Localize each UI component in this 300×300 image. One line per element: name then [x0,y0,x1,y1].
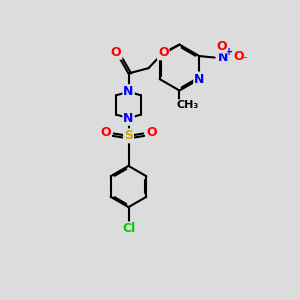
Text: S: S [124,129,133,142]
Text: +: + [225,47,233,57]
Text: Cl: Cl [122,222,135,236]
Text: O: O [100,125,111,139]
Text: O: O [233,50,244,63]
Text: O: O [158,46,169,59]
Text: N: N [218,51,228,64]
Text: O: O [216,40,227,53]
Text: ⁻: ⁻ [241,55,247,65]
Text: N: N [194,73,205,85]
Text: N: N [123,112,134,125]
Text: CH₃: CH₃ [177,100,199,110]
Text: O: O [111,46,122,59]
Text: N: N [123,85,134,98]
Text: O: O [146,125,157,139]
